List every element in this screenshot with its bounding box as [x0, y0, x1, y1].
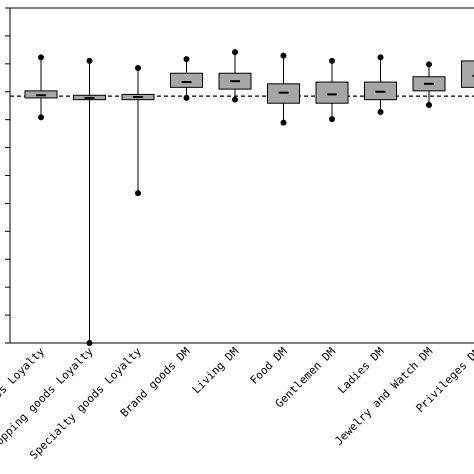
max-point: [329, 57, 335, 64]
box-item: [170, 56, 203, 101]
box-series: [24, 49, 474, 346]
box-rect: [461, 60, 474, 88]
plot-area-frame: [9, 7, 474, 344]
min-point: [38, 114, 44, 121]
x-tick-label: Food DM: [248, 345, 290, 387]
max-point: [426, 61, 432, 68]
min-point: [86, 340, 93, 346]
max-point: [135, 64, 141, 71]
box-item: [315, 57, 349, 123]
box-item: [412, 61, 446, 108]
min-point: [377, 109, 384, 116]
min-point: [426, 101, 432, 108]
box-item: [73, 57, 106, 346]
box-item: [461, 60, 474, 88]
x-tick-label: Jewelry and Watch DM: [332, 345, 435, 448]
min-point: [329, 116, 335, 123]
max-point: [183, 56, 190, 63]
x-tick-label: Ladies DM: [335, 345, 387, 397]
min-point: [135, 190, 141, 197]
box-item: [267, 52, 300, 126]
min-point: [183, 94, 190, 101]
box-rect: [170, 72, 203, 88]
box-item: [218, 49, 252, 103]
box-rect: [315, 81, 349, 104]
max-point: [232, 49, 238, 56]
min-point: [280, 119, 287, 126]
y-axis-ticks: [5, 7, 10, 344]
max-point: [38, 54, 44, 61]
x-tick-label: Living DM: [190, 345, 242, 397]
max-point: [377, 54, 384, 61]
min-point: [232, 96, 238, 103]
box-item: [24, 54, 58, 121]
box-item: [121, 64, 155, 197]
max-point: [280, 52, 287, 59]
max-point: [86, 57, 93, 64]
box-item: [364, 54, 397, 116]
